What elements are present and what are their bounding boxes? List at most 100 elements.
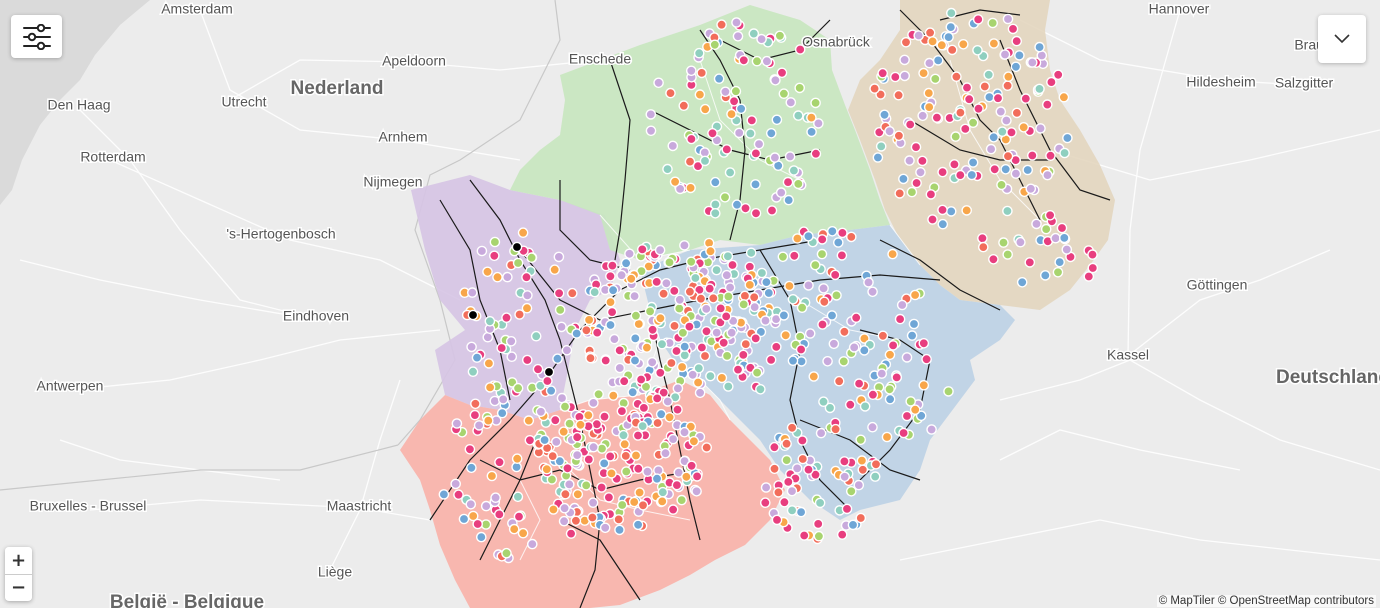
station-marker[interactable] bbox=[839, 456, 850, 467]
station-marker[interactable] bbox=[761, 276, 772, 288]
station-marker[interactable] bbox=[719, 191, 731, 203]
station-marker[interactable] bbox=[999, 49, 1011, 60]
station-marker[interactable] bbox=[745, 247, 757, 259]
map-attribution[interactable]: © MapTiler © OpenStreetMap contributors bbox=[1156, 595, 1376, 607]
station-marker[interactable] bbox=[988, 131, 1000, 143]
station-marker[interactable] bbox=[621, 466, 632, 477]
station-marker[interactable] bbox=[937, 204, 948, 216]
station-marker[interactable] bbox=[587, 497, 599, 509]
station-marker[interactable] bbox=[494, 456, 505, 468]
station-marker[interactable] bbox=[733, 127, 745, 139]
station-marker[interactable] bbox=[511, 453, 523, 465]
station-marker[interactable] bbox=[493, 509, 505, 520]
station-marker[interactable] bbox=[732, 364, 744, 375]
station-marker[interactable] bbox=[588, 441, 599, 453]
station-marker[interactable] bbox=[726, 108, 737, 120]
station-marker[interactable] bbox=[674, 303, 685, 314]
station-marker[interactable] bbox=[660, 447, 671, 459]
station-marker[interactable] bbox=[918, 337, 930, 349]
station-marker[interactable] bbox=[819, 296, 830, 308]
station-marker[interactable] bbox=[471, 352, 483, 363]
station-marker[interactable] bbox=[884, 393, 896, 405]
station-marker[interactable] bbox=[749, 301, 761, 313]
station-marker[interactable] bbox=[506, 351, 518, 363]
station-marker[interactable] bbox=[766, 127, 777, 139]
station-marker[interactable] bbox=[748, 291, 760, 303]
station-marker[interactable] bbox=[909, 404, 921, 416]
station-marker[interactable] bbox=[913, 30, 925, 41]
station-marker[interactable] bbox=[672, 383, 684, 394]
station-marker[interactable] bbox=[863, 277, 874, 288]
station-marker[interactable] bbox=[1002, 150, 1014, 162]
station-marker[interactable] bbox=[756, 267, 768, 279]
station-marker[interactable] bbox=[839, 471, 851, 483]
station-marker[interactable] bbox=[653, 77, 664, 89]
station-marker[interactable] bbox=[728, 96, 740, 107]
station-marker[interactable] bbox=[470, 398, 481, 410]
station-marker[interactable] bbox=[492, 271, 503, 283]
station-marker[interactable] bbox=[891, 372, 903, 383]
station-marker[interactable] bbox=[1062, 132, 1073, 144]
station-marker[interactable] bbox=[676, 361, 688, 373]
station-marker[interactable] bbox=[1083, 271, 1095, 282]
station-marker[interactable] bbox=[644, 306, 656, 317]
station-marker[interactable] bbox=[1016, 276, 1028, 288]
station-marker[interactable] bbox=[465, 498, 477, 510]
station-marker[interactable] bbox=[691, 471, 703, 482]
station-marker[interactable] bbox=[770, 75, 781, 86]
station-marker[interactable] bbox=[630, 333, 641, 344]
station-marker[interactable] bbox=[546, 474, 558, 485]
station-marker[interactable] bbox=[813, 530, 825, 542]
station-marker[interactable] bbox=[727, 259, 738, 271]
station-marker[interactable] bbox=[564, 418, 575, 429]
station-marker[interactable] bbox=[535, 406, 547, 418]
station-marker[interactable] bbox=[899, 70, 911, 82]
station-marker[interactable] bbox=[1031, 218, 1042, 230]
zoom-out-button[interactable]: − bbox=[5, 574, 32, 600]
station-marker[interactable] bbox=[966, 169, 978, 181]
station-marker[interactable] bbox=[695, 293, 707, 305]
station-marker[interactable] bbox=[438, 489, 450, 500]
station-marker[interactable] bbox=[923, 87, 935, 99]
station-marker[interactable] bbox=[898, 173, 909, 185]
station-marker[interactable] bbox=[638, 402, 650, 414]
station-marker[interactable] bbox=[654, 244, 666, 256]
station-marker[interactable] bbox=[906, 186, 918, 198]
station-marker[interactable] bbox=[667, 433, 679, 445]
station-marker[interactable] bbox=[605, 296, 616, 308]
station-marker[interactable] bbox=[978, 241, 989, 253]
station-marker[interactable] bbox=[508, 523, 520, 535]
station-marker[interactable] bbox=[777, 251, 789, 263]
station-marker[interactable] bbox=[1034, 41, 1045, 53]
station-marker[interactable] bbox=[850, 312, 862, 324]
station-marker[interactable] bbox=[813, 118, 824, 129]
station-marker[interactable] bbox=[605, 270, 616, 282]
station-marker[interactable] bbox=[466, 341, 477, 353]
station-marker[interactable] bbox=[641, 342, 653, 353]
station-marker[interactable] bbox=[983, 69, 995, 81]
station-marker[interactable] bbox=[512, 382, 524, 394]
station-marker[interactable] bbox=[775, 187, 787, 198]
station-marker[interactable] bbox=[750, 207, 762, 219]
station-marker[interactable] bbox=[884, 383, 895, 395]
station-marker[interactable] bbox=[664, 257, 675, 268]
station-marker[interactable] bbox=[876, 368, 888, 379]
station-marker[interactable] bbox=[763, 287, 775, 299]
station-marker[interactable] bbox=[810, 259, 821, 271]
station-marker[interactable] bbox=[651, 393, 663, 404]
station-marker[interactable] bbox=[701, 325, 712, 337]
station-marker[interactable] bbox=[1046, 76, 1057, 88]
station-marker[interactable] bbox=[661, 277, 672, 289]
station-marker[interactable] bbox=[829, 269, 841, 281]
station-marker[interactable] bbox=[815, 427, 827, 439]
station-marker[interactable] bbox=[806, 126, 817, 138]
station-marker[interactable] bbox=[853, 479, 865, 491]
station-marker[interactable] bbox=[667, 504, 679, 515]
station-marker[interactable] bbox=[593, 388, 604, 400]
station-marker[interactable] bbox=[824, 402, 836, 414]
station-marker-black[interactable] bbox=[511, 241, 523, 253]
station-marker[interactable] bbox=[893, 89, 904, 101]
station-marker[interactable] bbox=[722, 250, 734, 262]
station-marker[interactable] bbox=[571, 431, 583, 443]
station-marker[interactable] bbox=[1042, 99, 1053, 110]
